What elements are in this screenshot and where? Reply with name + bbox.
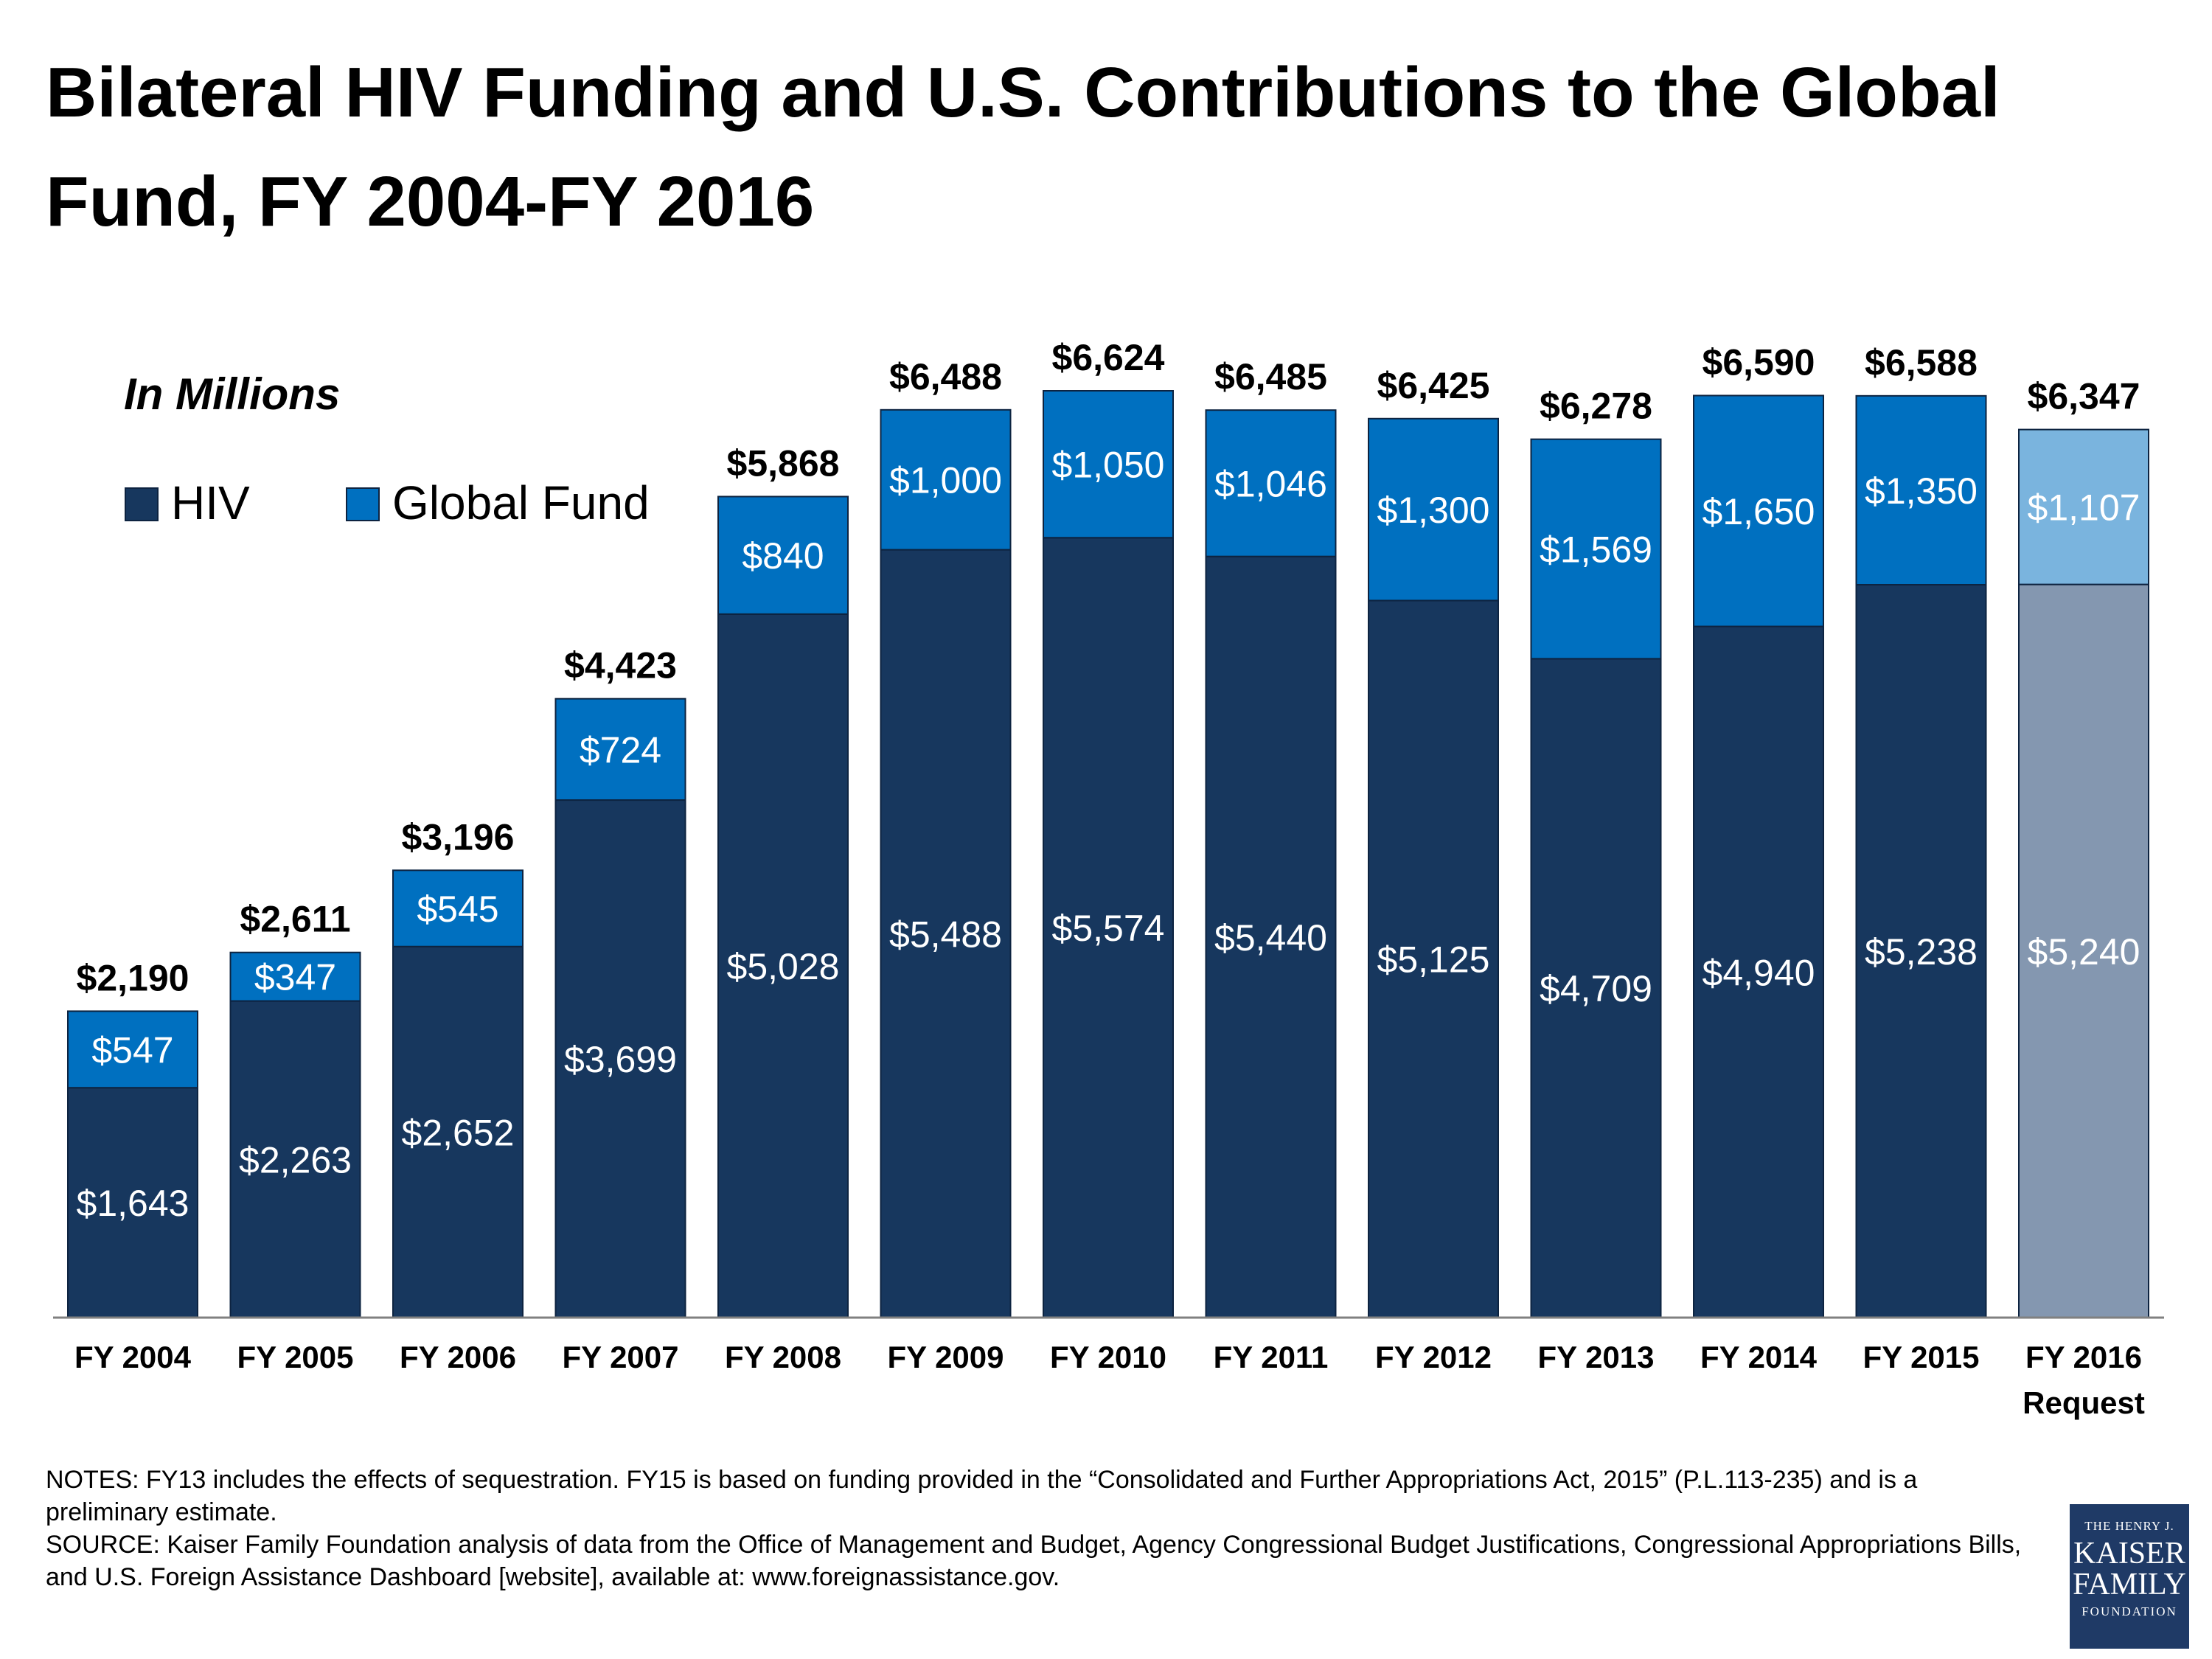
bar-global-fund — [1043, 390, 1174, 539]
data-label-hiv: $4,709 — [1540, 968, 1652, 1009]
data-label-total: $6,588 — [1865, 342, 1978, 383]
data-label-hiv: $5,574 — [1052, 908, 1165, 949]
stacked-bar-chart: In Millions HIV Global Fund $1,643 $547 $2,19… — [53, 337, 2164, 1420]
source-text: SOURCE: Kaiser Family Foundation analysi… — [46, 1531, 2022, 1591]
data-label-global-fund: $1,650 — [1703, 491, 1815, 532]
x-tick-label: FY 2016 — [2025, 1340, 2142, 1374]
data-label-global-fund: $1,000 — [889, 460, 1002, 501]
data-label-total: $3,196 — [402, 816, 515, 858]
x-tick-label: FY 2006 — [400, 1340, 516, 1374]
data-label-hiv: $5,125 — [1377, 939, 1490, 981]
data-label-total: $6,590 — [1703, 341, 1815, 383]
bar-global-fund — [1693, 394, 1824, 627]
data-label-global-fund: $347 — [254, 957, 336, 998]
x-tick-label: FY 2008 — [725, 1340, 841, 1374]
data-label-total: $6,278 — [1540, 386, 1652, 427]
bar-global-fund — [717, 495, 849, 615]
x-tick-label: Request — [2023, 1385, 2145, 1420]
bar-global-fund — [1368, 417, 1499, 602]
data-label-global-fund: $1,350 — [1865, 470, 1978, 512]
data-label-total: $6,488 — [889, 356, 1002, 397]
bar-hiv — [554, 799, 686, 1318]
data-label-hiv: $3,699 — [564, 1039, 677, 1080]
bar-hiv — [392, 945, 524, 1318]
data-label-total: $5,868 — [727, 442, 840, 484]
legend-hiv-swatch — [125, 487, 159, 521]
x-tick-label: FY 2014 — [1700, 1340, 1818, 1374]
notes-text: NOTES: FY13 includes the effects of sequ… — [46, 1466, 1918, 1526]
bar-hiv — [1530, 658, 1662, 1318]
data-label-hiv: $4,940 — [1703, 952, 1815, 993]
data-label-global-fund: $545 — [417, 888, 498, 930]
bar-global-fund — [554, 698, 686, 801]
kff-logo: THE HENRY J. KAISER FAMILY FOUNDATION — [2070, 1504, 2189, 1649]
logo-line-3: FAMILY — [2073, 1568, 2186, 1601]
bar-global-fund — [392, 869, 524, 947]
x-tick-label: FY 2007 — [562, 1340, 678, 1374]
data-label-hiv: $5,440 — [1214, 917, 1327, 959]
bar-global-fund — [2018, 428, 2149, 585]
x-tick-label: FY 2013 — [1537, 1340, 1654, 1374]
bar-global-fund — [1530, 438, 1662, 660]
bar-hiv — [1043, 537, 1174, 1319]
x-tick-label: FY 2012 — [1375, 1340, 1492, 1374]
data-label-global-fund: $724 — [580, 729, 661, 771]
x-tick-label: FY 2011 — [1214, 1340, 1329, 1374]
data-label-total: $6,425 — [1377, 365, 1490, 406]
data-label-global-fund: $1,107 — [2028, 487, 2140, 529]
bar-hiv — [880, 549, 1012, 1318]
data-label-total: $6,624 — [1052, 337, 1165, 378]
x-tick-label: FY 2005 — [237, 1340, 353, 1374]
data-label-hiv: $5,240 — [2028, 931, 2140, 973]
bar-global-fund — [229, 951, 361, 1002]
x-tick-label: FY 2009 — [887, 1340, 1004, 1374]
data-label-total: $2,611 — [240, 899, 350, 940]
data-label-total: $4,423 — [564, 645, 677, 686]
bar-hiv — [229, 1000, 361, 1319]
data-label-total: $2,190 — [77, 957, 189, 998]
data-label-global-fund: $840 — [742, 535, 824, 577]
legend-hiv-label: HIV — [171, 476, 250, 529]
chart-title: Bilateral HIV Funding and U.S. Contribut… — [46, 53, 2000, 241]
x-tick-label: FY 2015 — [1863, 1340, 1979, 1374]
bar-global-fund — [1205, 409, 1337, 557]
data-label-global-fund: $1,300 — [1377, 490, 1490, 531]
data-label-global-fund: $1,050 — [1052, 445, 1165, 486]
data-label-hiv: $2,652 — [402, 1112, 515, 1153]
bar-global-fund — [67, 1010, 198, 1089]
data-label-hiv: $5,028 — [727, 946, 840, 987]
bar-hiv — [1368, 599, 1499, 1318]
footnotes: NOTES: FY13 includes the effects of sequ… — [46, 1464, 2037, 1593]
logo-line-4: FOUNDATION — [2081, 1604, 2177, 1618]
bar-global-fund — [1855, 394, 1987, 586]
data-label-hiv: $1,643 — [77, 1183, 189, 1224]
x-tick-label: FY 2004 — [74, 1340, 192, 1374]
legend-global-fund-swatch — [346, 487, 380, 521]
data-label-global-fund: $1,569 — [1540, 529, 1652, 571]
data-label-hiv: $5,488 — [889, 914, 1002, 955]
unit-note: In Millions — [124, 369, 340, 419]
legend-global-fund-label: Global Fund — [392, 476, 650, 529]
bar-hiv — [1693, 625, 1824, 1318]
data-label-total: $6,485 — [1214, 356, 1327, 397]
data-label-global-fund: $1,046 — [1214, 463, 1327, 504]
bar-global-fund — [880, 408, 1012, 551]
data-label-hiv: $2,263 — [239, 1139, 352, 1180]
bar-hiv — [1855, 584, 1987, 1318]
data-label-total: $6,347 — [2028, 376, 2140, 417]
bar-hiv — [1205, 555, 1337, 1318]
logo-line-2: KAISER — [2073, 1537, 2185, 1571]
bar-hiv — [2018, 583, 2149, 1318]
x-tick-label: FY 2010 — [1050, 1340, 1166, 1374]
data-label-global-fund: $547 — [91, 1029, 173, 1071]
logo-line-1: THE HENRY J. — [2084, 1519, 2174, 1533]
data-label-hiv: $5,238 — [1865, 931, 1978, 973]
